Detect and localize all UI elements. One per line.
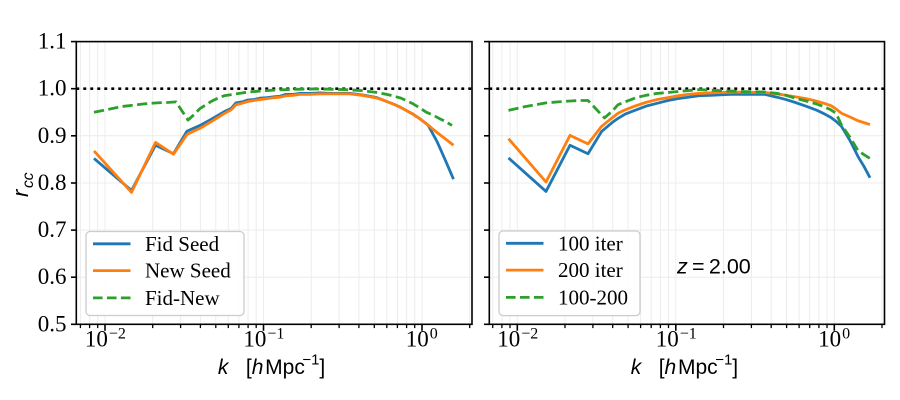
svg-text:−1: −1 — [680, 326, 697, 343]
svg-text:cc: cc — [20, 172, 37, 188]
svg-text:−1: −1 — [267, 326, 284, 343]
svg-text:Fid Seed: Fid Seed — [145, 232, 220, 256]
svg-text:]: ] — [319, 356, 325, 379]
svg-text:0.5: 0.5 — [38, 311, 67, 336]
svg-text:10: 10 — [656, 327, 679, 352]
svg-text:−1: −1 — [302, 352, 319, 369]
svg-text:10: 10 — [497, 327, 520, 352]
svg-text:0.6: 0.6 — [38, 264, 67, 289]
svg-text:]: ] — [732, 356, 738, 379]
svg-text:10: 10 — [85, 327, 108, 352]
svg-text:0.7: 0.7 — [38, 217, 67, 242]
svg-text:10: 10 — [243, 327, 266, 352]
svg-text:200 iter: 200 iter — [558, 258, 623, 282]
svg-text:Fid-New: Fid-New — [145, 286, 220, 310]
svg-text:100 iter: 100 iter — [558, 231, 623, 255]
svg-text:100-200: 100-200 — [558, 285, 628, 309]
svg-text:−2: −2 — [521, 326, 538, 343]
svg-text:−2: −2 — [109, 326, 126, 343]
svg-text:k [h Mpc: k [h Mpc — [218, 356, 305, 379]
svg-text:r: r — [8, 188, 33, 197]
svg-text:0: 0 — [842, 326, 850, 343]
svg-text:10: 10 — [406, 327, 429, 352]
svg-text:k [h Mpc: k [h Mpc — [631, 356, 718, 379]
svg-text:0.8: 0.8 — [38, 170, 67, 195]
svg-text:0: 0 — [430, 326, 438, 343]
svg-text:z = 2.00: z = 2.00 — [676, 255, 751, 279]
svg-text:10: 10 — [818, 327, 841, 352]
svg-text:−1: −1 — [715, 352, 732, 369]
svg-text:1.1: 1.1 — [38, 29, 67, 54]
svg-text:1.0: 1.0 — [38, 76, 67, 101]
svg-text:0.9: 0.9 — [38, 123, 67, 148]
svg-text:New Seed: New Seed — [145, 259, 231, 283]
